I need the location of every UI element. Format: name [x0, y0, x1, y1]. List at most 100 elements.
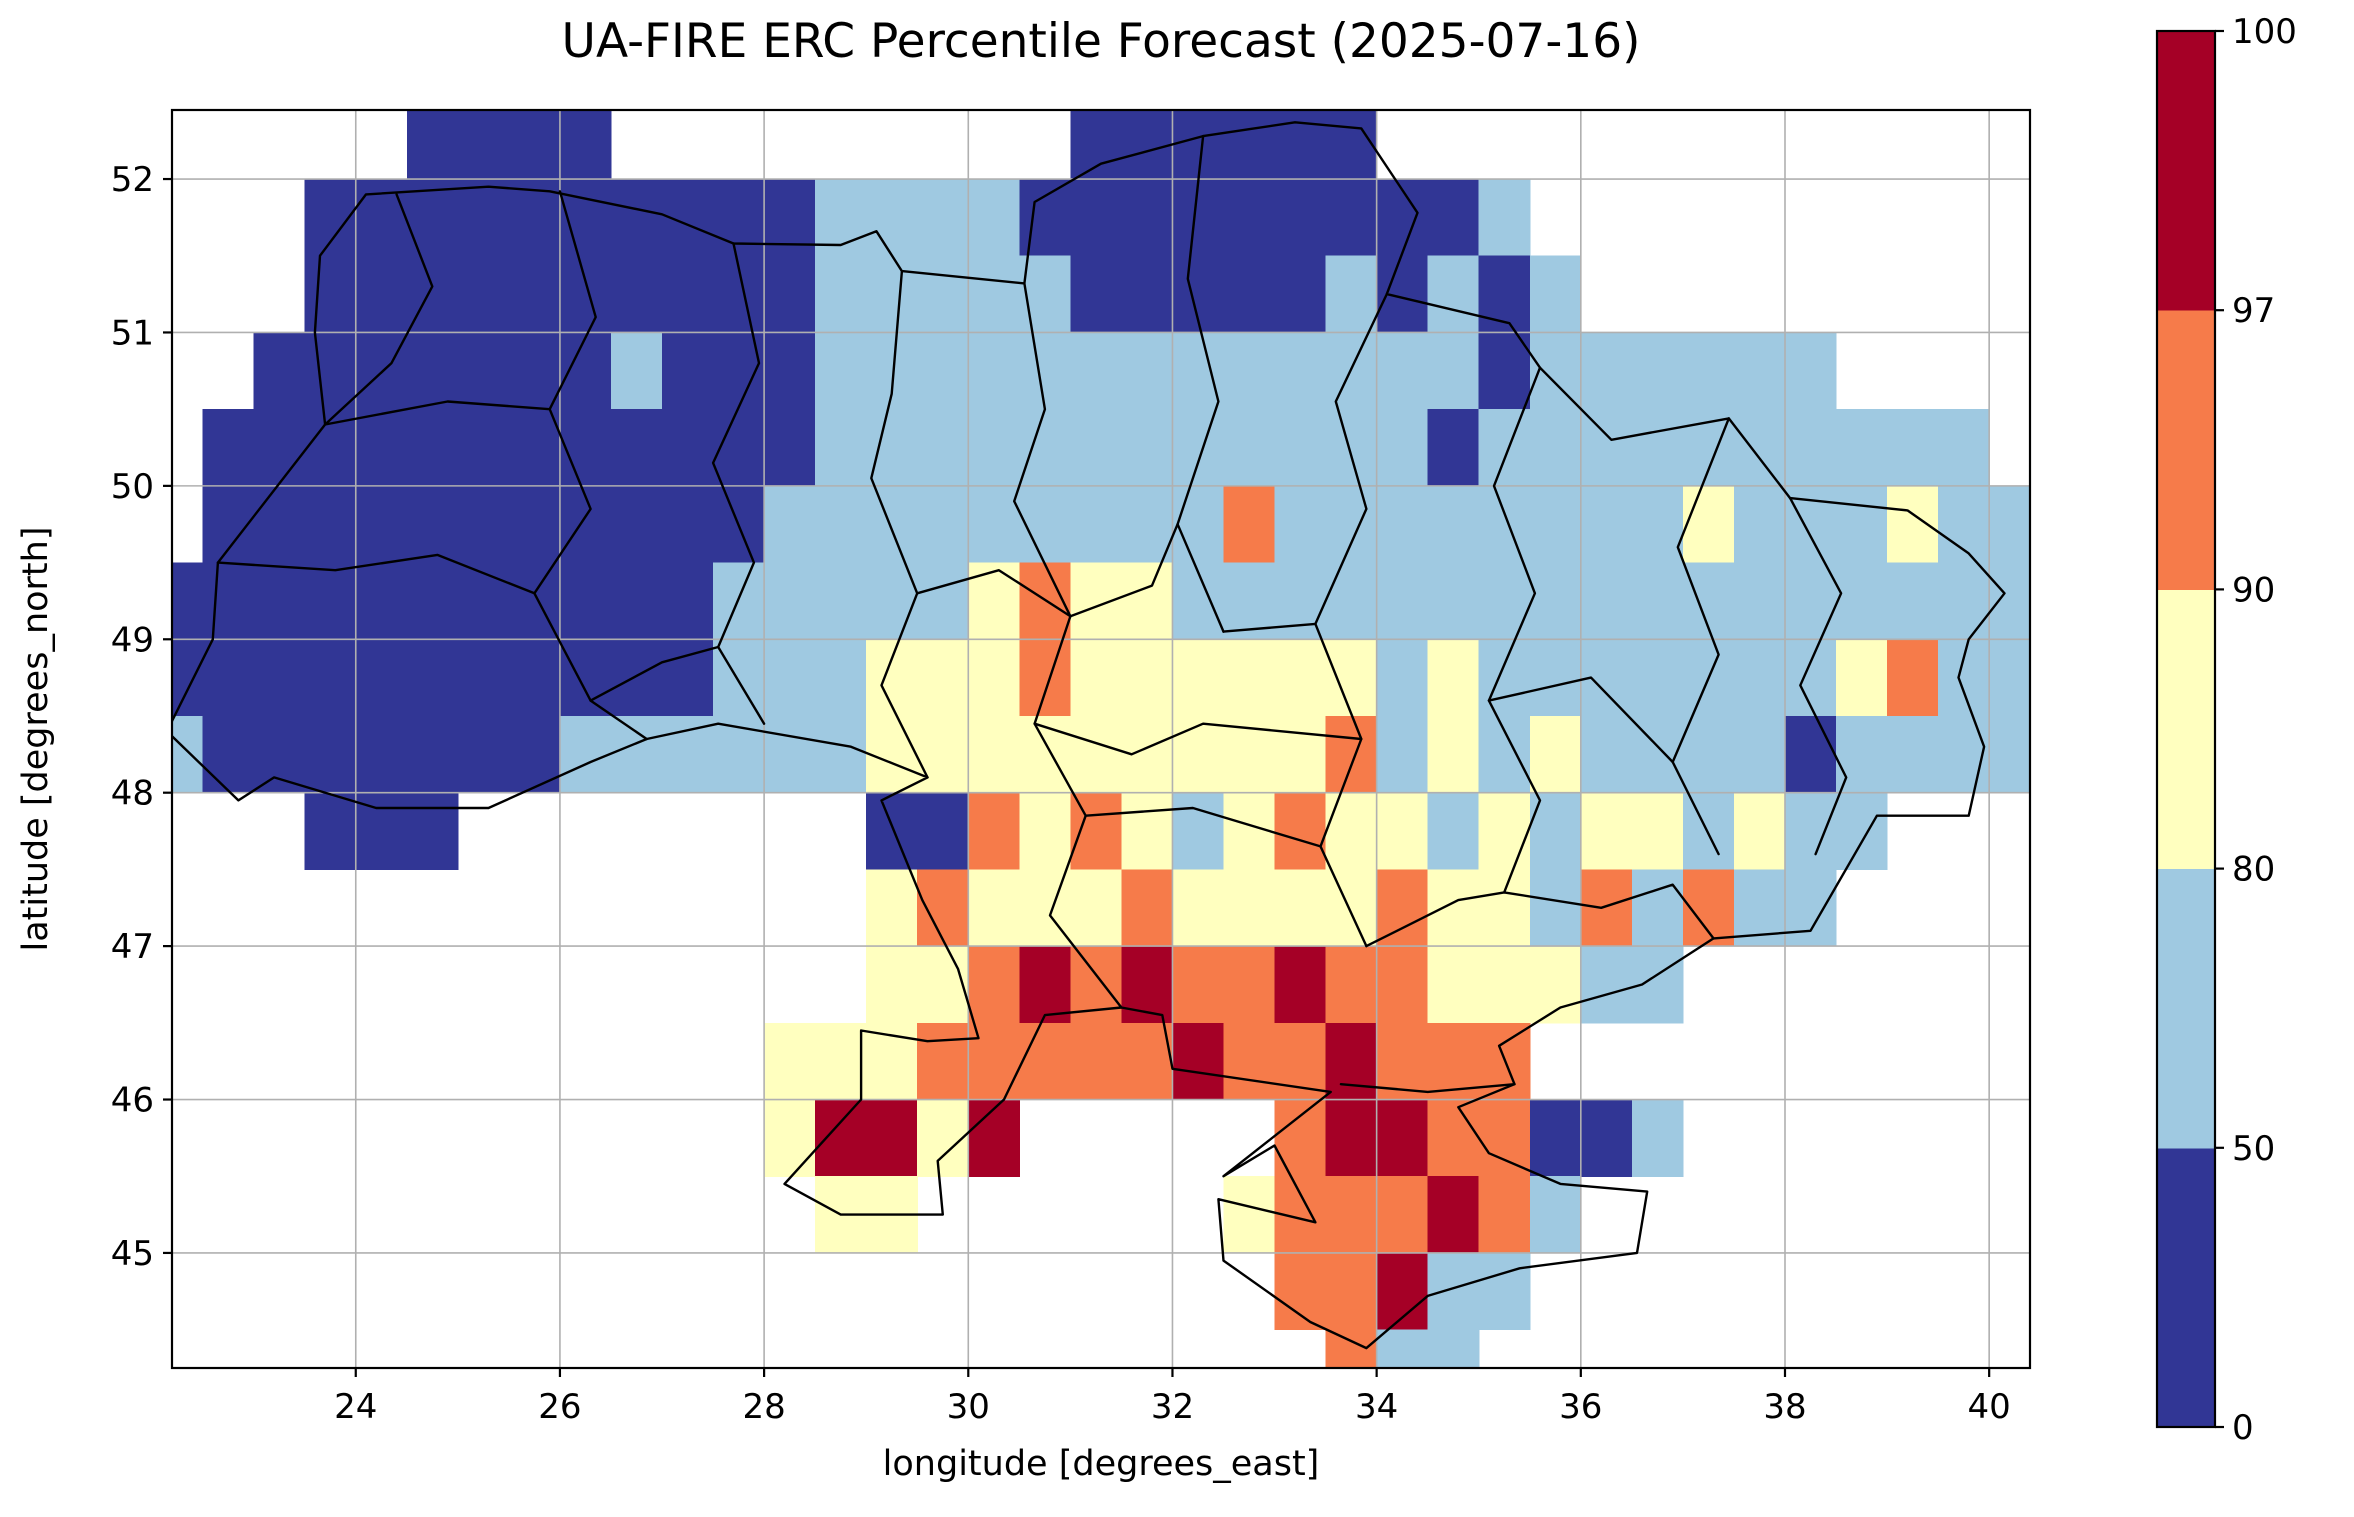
heatmap-cell — [508, 332, 561, 410]
heatmap-cell — [1274, 110, 1327, 180]
heatmap-cell — [1631, 562, 1684, 640]
heatmap-cell — [1376, 716, 1429, 794]
heatmap-cell — [1989, 716, 2030, 794]
heatmap-cell — [1223, 332, 1276, 410]
heatmap-cell — [1325, 1329, 1378, 1368]
colorbar-tick-label: 90 — [2232, 570, 2275, 610]
heatmap-cell — [1325, 1099, 1378, 1177]
heatmap-cell — [1580, 869, 1633, 947]
heatmap-cell — [968, 639, 1020, 717]
heatmap-cell — [406, 716, 459, 794]
heatmap-cell — [1172, 409, 1225, 487]
heatmap-cell — [968, 1099, 1020, 1177]
heatmap-cell — [1478, 1176, 1531, 1254]
heatmap-cell — [815, 332, 867, 410]
oblast-border — [1487, 366, 1542, 894]
heatmap-cell — [1376, 562, 1429, 640]
heatmap-cell — [1733, 639, 1786, 717]
heatmap-cell — [866, 485, 918, 564]
heatmap-cell — [1325, 409, 1378, 487]
heatmap-cell — [508, 716, 561, 794]
heatmap-cell — [406, 110, 459, 180]
heatmap-cell — [917, 485, 969, 564]
heatmap-cell — [968, 562, 1020, 640]
heatmap-cell — [815, 716, 867, 794]
heatmap-cell — [1325, 179, 1378, 257]
heatmap-cell — [866, 255, 918, 333]
heatmap-cell — [1478, 1252, 1531, 1331]
heatmap-cell — [1070, 110, 1122, 180]
heatmap-cell — [1529, 639, 1582, 717]
heatmap-cell — [1121, 1022, 1173, 1101]
y-tick-label: 51 — [111, 313, 154, 353]
heatmap-cell — [1580, 792, 1633, 870]
heatmap-cell — [1631, 639, 1684, 717]
heatmap-cell — [304, 332, 357, 410]
heatmap-cell — [815, 562, 867, 640]
heatmap-cell — [1325, 792, 1378, 870]
x-tick-label: 24 — [334, 1387, 377, 1427]
heatmap-cell — [1019, 639, 1071, 717]
heatmap-cell — [1478, 332, 1531, 410]
heatmap-cell — [713, 562, 765, 640]
heatmap-cell — [1274, 485, 1327, 564]
y-tick-label: 48 — [111, 774, 154, 814]
heatmap-cell — [968, 869, 1020, 947]
heatmap-cell — [866, 869, 918, 947]
heatmap-cell — [355, 255, 408, 333]
heatmap-cell — [1682, 332, 1735, 410]
heatmap-cell — [1172, 332, 1225, 410]
heatmap-cell — [764, 332, 816, 410]
heatmap-cell — [1121, 255, 1173, 333]
y-tick-label: 45 — [111, 1234, 154, 1274]
heatmap-cell — [1274, 179, 1327, 257]
heatmap-cell — [1427, 869, 1480, 947]
heatmap-cell — [1631, 409, 1684, 487]
heatmap-cell — [815, 485, 867, 564]
colorbar-segment — [2157, 868, 2215, 1149]
chart-title: UA-FIRE ERC Percentile Forecast (2025-07… — [561, 14, 1641, 69]
heatmap-cell — [1325, 639, 1378, 717]
heatmap-cell — [1376, 639, 1429, 717]
heatmap-cell — [1376, 1329, 1429, 1368]
heatmap-cell — [559, 562, 612, 640]
heatmap-cell — [1121, 639, 1173, 717]
heatmap-cell — [1682, 716, 1735, 794]
heatmap-cell — [1274, 1252, 1327, 1331]
heatmap-cell — [968, 332, 1020, 410]
heatmap-cell — [1376, 332, 1429, 410]
heatmap-cell — [1478, 639, 1531, 717]
heatmap-cell — [1070, 869, 1122, 947]
heatmap-cell — [1580, 716, 1633, 794]
heatmap-cell — [1121, 110, 1173, 180]
heatmap-cell — [355, 485, 408, 564]
x-tick-label: 28 — [742, 1387, 785, 1427]
heatmap-cell — [559, 639, 612, 717]
heatmap-cell — [406, 332, 459, 410]
heatmap-cell — [1580, 946, 1633, 1024]
heatmap-cell — [1274, 792, 1327, 870]
heatmap-cell — [1938, 409, 1990, 487]
heatmap-cell — [866, 1099, 918, 1177]
oblast-border — [1222, 622, 1317, 633]
heatmap-cell — [1785, 332, 1837, 410]
heatmap-cell — [866, 409, 918, 487]
heatmap-cell — [662, 409, 714, 487]
colorbar: 0 50 80 90 97 100 — [2155, 12, 2297, 1448]
heatmap-cell — [1223, 409, 1276, 487]
heatmap-cell — [611, 716, 663, 794]
heatmap-cell — [1733, 716, 1786, 794]
y-tick-label: 47 — [111, 927, 154, 967]
heatmap-cell — [764, 409, 816, 487]
heatmap-cell — [764, 1022, 816, 1101]
heatmap-cell — [1478, 409, 1531, 487]
heatmap-cell — [1631, 869, 1684, 947]
heatmap-cell — [1478, 562, 1531, 640]
heatmap-cell — [253, 639, 306, 717]
heatmap-cell — [1887, 485, 1939, 564]
heatmap-cell — [968, 409, 1020, 487]
heatmap-cell — [764, 639, 816, 717]
colorbar-tick-label: 80 — [2232, 850, 2275, 890]
heatmap-cell — [1989, 639, 2030, 717]
heatmap-cell — [202, 562, 255, 640]
